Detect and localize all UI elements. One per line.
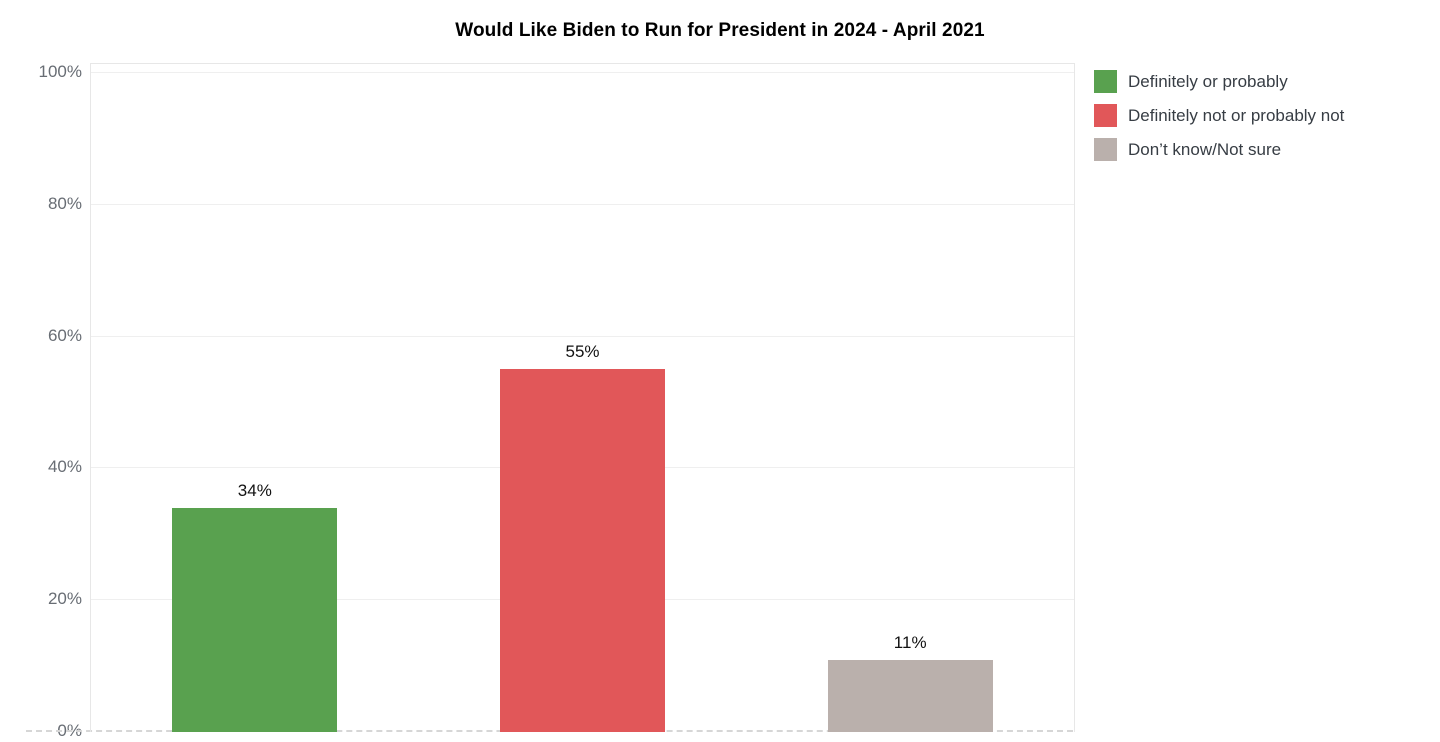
y-tick-label-100: 100% bbox=[38, 61, 82, 81]
bar-value-label: 55% bbox=[565, 342, 600, 362]
legend: Definitely or probably Definitely not or… bbox=[1094, 70, 1344, 172]
y-tick-label-80: 80% bbox=[47, 193, 82, 213]
y-axis: 100% 80% 60% 40% 20% 0% bbox=[0, 0, 84, 742]
legend-item-dont-know-not-sure[interactable]: Don’t know/Not sure bbox=[1094, 138, 1344, 161]
gridline bbox=[91, 71, 1074, 73]
chart-title: Would Like Biden to Run for President in… bbox=[455, 20, 985, 41]
plot-area: 34% 55% 11% bbox=[90, 63, 1075, 732]
legend-swatch-red-icon bbox=[1094, 104, 1117, 127]
y-tick-label-20: 20% bbox=[47, 589, 82, 609]
bar-definitely-not-or-probably-not[interactable] bbox=[500, 369, 665, 732]
bar-group-dont-know-not-sure: 11% bbox=[827, 632, 993, 732]
legend-item-definitely-not-or-probably-not[interactable]: Definitely not or probably not bbox=[1094, 104, 1344, 127]
legend-swatch-gray-icon bbox=[1094, 138, 1117, 161]
bar-dont-know-not-sure[interactable] bbox=[827, 659, 993, 732]
legend-item-definitely-or-probably[interactable]: Definitely or probably bbox=[1094, 70, 1344, 93]
gridline bbox=[91, 203, 1074, 205]
legend-item-label: Don’t know/Not sure bbox=[1128, 139, 1282, 159]
gridline bbox=[91, 335, 1074, 337]
bar-definitely-or-probably[interactable] bbox=[172, 507, 338, 732]
bar-group-definitely-not-or-probably-not: 55% bbox=[500, 342, 665, 732]
bar-group-definitely-or-probably: 34% bbox=[172, 480, 338, 732]
y-tick-label-40: 40% bbox=[47, 457, 82, 477]
y-tick-label-60: 60% bbox=[47, 325, 82, 345]
bar-value-label: 11% bbox=[893, 632, 927, 652]
legend-swatch-green-icon bbox=[1094, 70, 1117, 93]
legend-item-label: Definitely not or probably not bbox=[1128, 105, 1345, 125]
bar-value-label: 34% bbox=[237, 480, 272, 500]
legend-item-label: Definitely or probably bbox=[1128, 71, 1288, 91]
